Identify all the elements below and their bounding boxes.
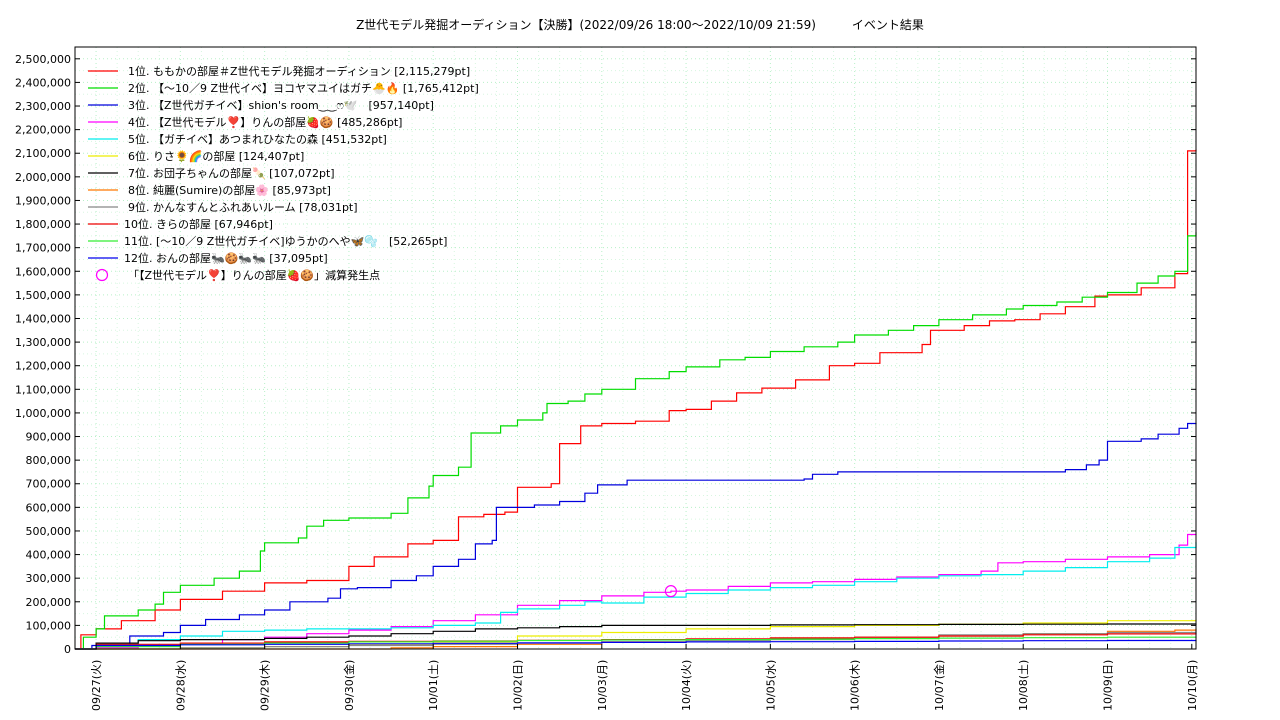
y-tick-label: 1,600,000 (15, 265, 71, 278)
series-line-1 (75, 149, 1197, 650)
chart-title: Z世代モデル発掘オーディション【決勝】(2022/09/26 18:00〜202… (356, 18, 924, 32)
series-line-3 (75, 422, 1197, 650)
annotation-layer (664, 585, 678, 598)
x-tick-label: 10/05(水) (764, 660, 777, 711)
x-tick-label: 10/02(日) (512, 660, 525, 711)
y-tick-label: 1,100,000 (15, 383, 71, 396)
y-tick-label: 300,000 (26, 572, 72, 585)
annotation-marker (664, 585, 678, 598)
legend-entry: 5位. 【ガチイベ】あつまれひなたの森 [451,532pt] (128, 132, 387, 146)
legend-entry: 8位. 純麗(Sumire)の部屋🌸 [85,973pt] (128, 183, 331, 197)
series-line-7 (75, 623, 1197, 650)
y-tick-label: 2,400,000 (15, 76, 71, 89)
y-tick-label: 1,200,000 (15, 360, 71, 373)
y-tick-label: 2,100,000 (15, 147, 71, 160)
y-tick-label: 1,000,000 (15, 407, 71, 420)
x-tick-label: 10/08(土) (1017, 660, 1030, 711)
x-tick-label: 09/29(木) (259, 660, 272, 711)
y-tick-label: 100,000 (26, 619, 72, 632)
legend-entry: 9位. かんなすんとふれあいルーム [78,031pt] (128, 200, 358, 214)
x-tick-label: 10/04(火) (680, 660, 693, 711)
legend-entry: 7位. お団子ちゃんの部屋🍡 [107,072pt] (128, 166, 335, 180)
y-tick-label: 600,000 (26, 501, 72, 514)
y-tick-label: 200,000 (26, 596, 72, 609)
legend-entry: 2位. 【〜10／9 Z世代イベ】ヨコヤマユイはガチ🐣🔥 [1,765,412p… (128, 81, 479, 95)
y-axis-ticks: 0 100,000 200,000 300,000 400,000 500,000 600,… (15, 53, 1196, 656)
legend-annotation-label: 「【Z世代モデル❣️】りんの部屋🍓🍪」減算発生点 (128, 268, 380, 282)
grid-lines (75, 47, 1196, 650)
legend-entry: 1位. ももかの部屋＃Z世代モデル発掘オーディション [2,115,279pt] (128, 64, 470, 78)
y-tick-label: 500,000 (26, 525, 72, 538)
x-tick-label: 10/03(月) (596, 660, 609, 711)
x-tick-label: 09/27(火) (90, 660, 103, 711)
series-line-4 (75, 533, 1197, 650)
legend: 1位. ももかの部屋＃Z世代モデル発掘オーディション [2,115,279pt]… (88, 64, 479, 282)
x-tick-label: 10/01(土) (427, 660, 440, 711)
series-line-5 (75, 542, 1197, 650)
x-tick-label: 09/30(金) (342, 660, 356, 711)
y-tick-label: 2,000,000 (15, 171, 71, 184)
y-tick-label: 1,400,000 (15, 312, 71, 325)
x-tick-label: 10/09(日) (1102, 660, 1115, 711)
y-tick-label: 400,000 (26, 549, 72, 562)
x-tick-label: 09/28(水) (174, 660, 187, 711)
x-tick-label: 10/10(月) (1186, 660, 1199, 711)
legend-entry: 6位. りさ🌻🌈の部屋 [124,407pt] (128, 149, 304, 163)
legend-entry: 11位. [〜10／9 Z世代ガチイベ]ゆうかのへや🦋🫧 [52,265pt] (124, 234, 447, 248)
legend-entry: 3位. 【Z世代ガチイベ】shion's room‿‿ෆ🕊️ [957,140p… (128, 98, 434, 112)
y-tick-label: 700,000 (26, 478, 72, 491)
series-line-2 (75, 232, 1197, 650)
y-tick-label: 1,800,000 (15, 218, 71, 231)
y-tick-label: 0 (64, 643, 71, 656)
axes (74, 46, 1197, 650)
y-tick-label: 1,500,000 (15, 289, 71, 302)
y-tick-label: 1,900,000 (15, 194, 71, 207)
y-tick-label: 800,000 (26, 454, 72, 467)
y-tick-label: 2,200,000 (15, 124, 71, 137)
y-tick-label: 2,300,000 (15, 100, 71, 113)
x-tick-label: 10/06(木) (849, 660, 862, 711)
y-tick-label: 900,000 (26, 431, 72, 444)
y-tick-label: 1,700,000 (15, 242, 71, 255)
legend-entry: 10位. きらの部屋 [67,946pt] (124, 217, 273, 231)
legend-entry: 12位. おんの部屋🐜🍪🐜🐜 [37,095pt] (124, 251, 328, 265)
y-tick-label: 1,300,000 (15, 336, 71, 349)
legend-annotation-marker (95, 268, 109, 282)
series-lines (75, 149, 1197, 650)
y-tick-label: 2,500,000 (15, 53, 71, 66)
series-line-12 (75, 639, 1197, 650)
x-tick-label: 10/07(金) (932, 660, 946, 711)
plot-frame (74, 46, 1197, 650)
x-axis-ticks: 09/27(火) 09/28(水) 09/29(木) 09/30(金) 10/01(土)… (90, 644, 1199, 711)
legend-entry: 4位. 【Z世代モデル❣️】りんの部屋🍓🍪 [485,286pt] (128, 115, 402, 129)
